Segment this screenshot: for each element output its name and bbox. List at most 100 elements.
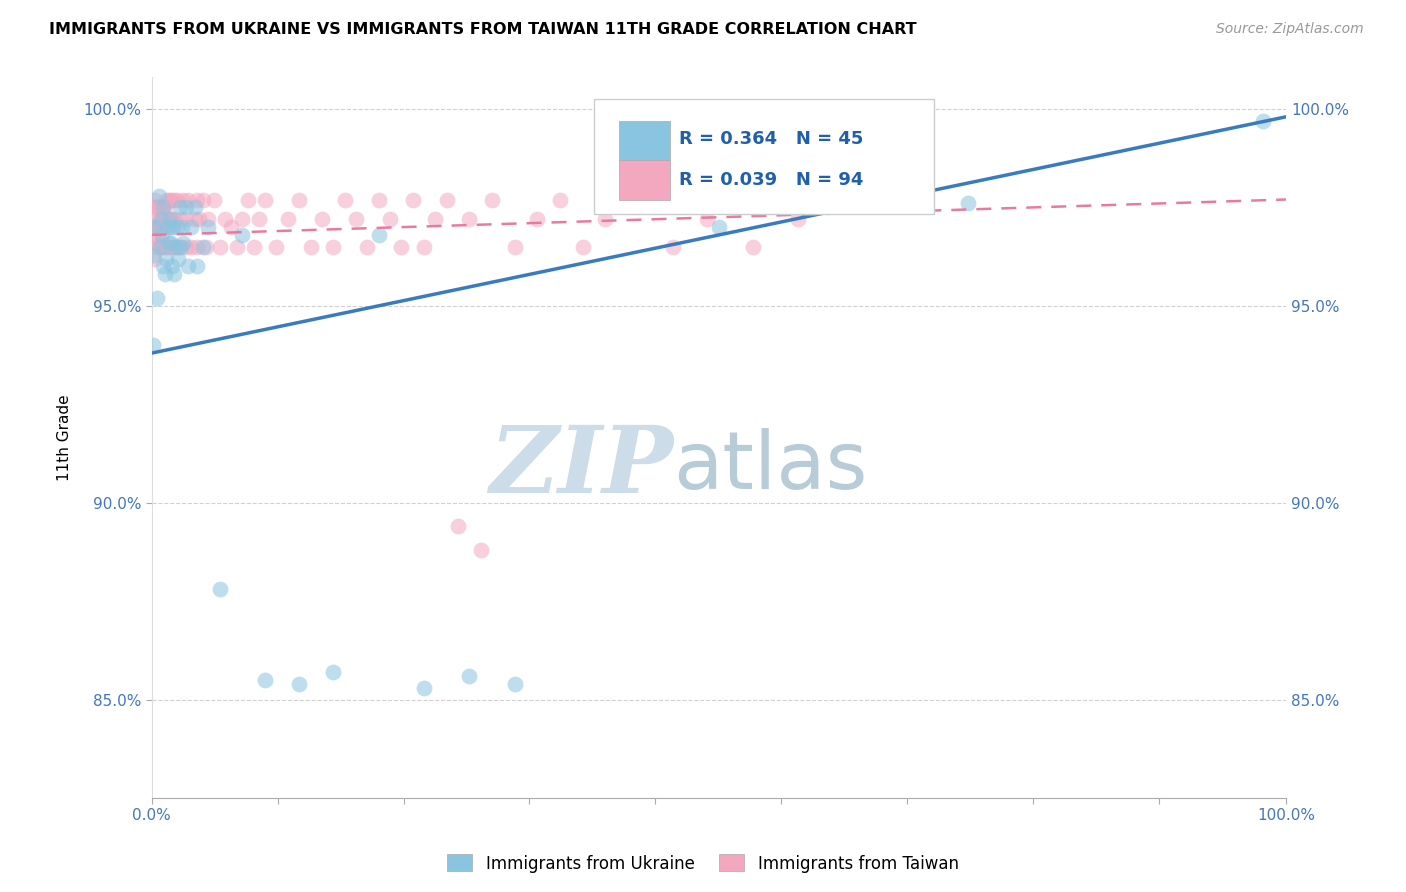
Point: [162, 220, 184, 235]
Point: [197, 212, 219, 227]
Point: [157, 212, 180, 227]
Y-axis label: 11th Grade: 11th Grade: [58, 394, 72, 481]
Point: [191, 240, 214, 254]
Point: [174, 200, 197, 214]
Point: [254, 193, 277, 207]
Point: [177, 260, 200, 274]
Point: [425, 212, 447, 227]
Point: [152, 260, 174, 274]
Point: [155, 240, 177, 254]
Point: [231, 227, 253, 242]
Point: [957, 196, 980, 211]
Point: [148, 200, 170, 214]
Point: [172, 235, 194, 250]
Point: [142, 200, 165, 214]
Point: [378, 212, 401, 227]
Point: [159, 220, 181, 235]
Point: [277, 212, 299, 227]
Point: [169, 240, 191, 254]
Point: [159, 240, 181, 254]
Point: [166, 240, 188, 254]
Point: [146, 200, 169, 214]
Point: [156, 220, 179, 235]
Point: [413, 240, 436, 254]
FancyBboxPatch shape: [619, 120, 671, 161]
Point: [149, 235, 172, 250]
Point: [266, 240, 288, 254]
Point: [160, 193, 183, 207]
Point: [142, 227, 165, 242]
Point: [571, 240, 593, 254]
Point: [155, 193, 177, 207]
Point: [214, 212, 236, 227]
Point: [142, 247, 165, 261]
Point: [202, 193, 225, 207]
Point: [152, 220, 174, 235]
Point: [166, 220, 188, 235]
Point: [162, 240, 184, 254]
Point: [595, 212, 617, 227]
Point: [177, 193, 200, 207]
Point: [696, 212, 718, 227]
Point: [333, 193, 356, 207]
Point: [225, 240, 247, 254]
Point: [195, 240, 218, 254]
Point: [174, 212, 197, 227]
Point: [458, 669, 481, 683]
Point: [356, 240, 378, 254]
Text: atlas: atlas: [673, 427, 868, 506]
Point: [231, 212, 253, 227]
Point: [152, 200, 174, 214]
Point: [163, 193, 186, 207]
Point: [146, 220, 169, 235]
Point: [184, 212, 207, 227]
Text: R = 0.039   N = 94: R = 0.039 N = 94: [679, 171, 863, 189]
Point: [159, 212, 181, 227]
Point: [142, 220, 165, 235]
Point: [149, 220, 172, 235]
Point: [288, 193, 311, 207]
Point: [155, 212, 177, 227]
Point: [288, 677, 311, 691]
Point: [344, 212, 367, 227]
Point: [156, 240, 179, 254]
Point: [145, 220, 167, 235]
Point: [254, 673, 277, 687]
Point: [153, 212, 176, 227]
Point: [458, 212, 481, 227]
Point: [143, 193, 166, 207]
FancyBboxPatch shape: [619, 161, 671, 200]
Point: [707, 220, 730, 235]
Point: [150, 227, 173, 242]
Point: [143, 252, 166, 266]
Point: [174, 240, 197, 254]
Point: [503, 240, 526, 254]
Point: [311, 212, 333, 227]
Point: [180, 240, 202, 254]
Text: Source: ZipAtlas.com: Source: ZipAtlas.com: [1216, 22, 1364, 37]
Point: [236, 193, 259, 207]
FancyBboxPatch shape: [595, 99, 935, 214]
Point: [166, 252, 188, 266]
Point: [191, 193, 214, 207]
Text: R = 0.364   N = 45: R = 0.364 N = 45: [679, 129, 863, 148]
Point: [166, 193, 188, 207]
Point: [184, 200, 207, 214]
Point: [169, 212, 191, 227]
Point: [160, 212, 183, 227]
Point: [146, 291, 169, 305]
Point: [170, 240, 193, 254]
Point: [186, 240, 208, 254]
Point: [172, 193, 194, 207]
Point: [165, 240, 187, 254]
Point: [149, 200, 172, 214]
Point: [160, 260, 183, 274]
Point: [503, 677, 526, 691]
Text: IMMIGRANTS FROM UKRAINE VS IMMIGRANTS FROM TAIWAN 11TH GRADE CORRELATION CHART: IMMIGRANTS FROM UKRAINE VS IMMIGRANTS FR…: [49, 22, 917, 37]
Point: [188, 212, 211, 227]
Point: [172, 220, 194, 235]
Point: [526, 212, 548, 227]
Point: [145, 235, 167, 250]
Point: [470, 543, 492, 558]
Text: ZIP: ZIP: [489, 422, 673, 512]
